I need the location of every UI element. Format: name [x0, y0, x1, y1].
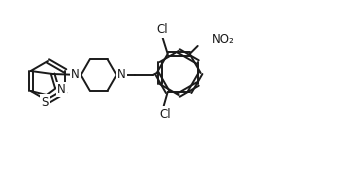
Text: Cl: Cl [160, 108, 171, 121]
Text: N: N [71, 69, 80, 82]
Text: NO₂: NO₂ [212, 33, 234, 46]
Text: N: N [117, 69, 126, 82]
Text: Cl: Cl [157, 23, 169, 36]
Text: S: S [41, 96, 48, 109]
Text: N: N [57, 83, 66, 96]
